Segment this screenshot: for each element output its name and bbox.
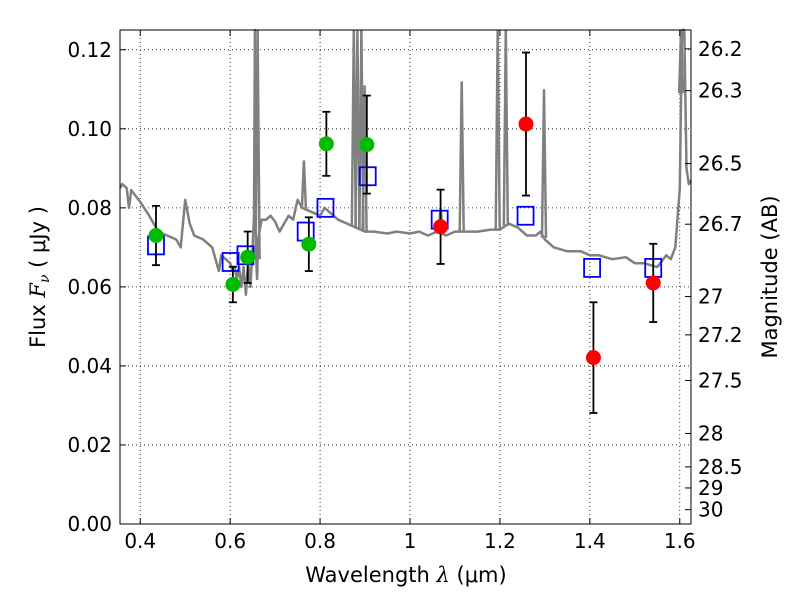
magnitude-tick-label: 27.2	[698, 323, 743, 347]
model-photometry-square	[583, 258, 601, 278]
green-observed-point	[225, 277, 241, 293]
model-photometry-square	[221, 252, 240, 272]
y-tick-label: 0.08	[67, 196, 112, 220]
green-observed-point	[359, 137, 375, 153]
y-tick-label: 0.06	[67, 275, 112, 299]
y-tick-label: 0.12	[67, 38, 112, 62]
x-tick-label: 0.8	[304, 529, 336, 553]
emission-line-spike	[300, 160, 308, 209]
green-observed-point	[148, 228, 164, 244]
red-observed-point	[585, 350, 601, 366]
magnitude-tick-label: 27	[698, 285, 723, 309]
emission-line-spike	[540, 89, 548, 238]
green-observed-point	[318, 136, 334, 152]
y-tick-label: 0.10	[67, 117, 112, 141]
green-observed-point	[240, 249, 256, 265]
emission-line-spike	[361, 85, 368, 232]
y-tick-label: 0.02	[67, 433, 112, 457]
emission-line-spike	[494, 29, 501, 230]
x-tick-label: 1.6	[664, 529, 696, 553]
grid-lines	[120, 30, 691, 525]
magnitude-tick-label: 26.3	[698, 79, 743, 103]
ticks-group: 0.4 0.6 0.8 1 1.2 1.4 1.6 0.00 0.02 0.04 0.06 0.08 0…	[67, 30, 743, 553]
magnitude-tick-label: 28	[698, 421, 723, 445]
magnitude-tick-label: 26.5	[698, 152, 743, 176]
magnitude-tick-label: 26.2	[698, 37, 743, 61]
magnitude-tick-label: 30	[698, 498, 723, 522]
x-tick-label: 1.2	[484, 529, 516, 553]
green-observed-point	[301, 236, 317, 252]
x-tick-label: 0.4	[124, 529, 156, 553]
model-photometry-square	[516, 205, 535, 226]
y-axis-label: Flux Fν ( μJy )	[26, 206, 53, 348]
red-observed-point	[433, 219, 449, 235]
emission-line-spike	[458, 81, 465, 232]
emission-line-spike	[502, 29, 510, 226]
model-photometry-square	[316, 197, 335, 218]
magnitude-tick-label: 29	[698, 476, 723, 500]
y-tick-label: 0.04	[67, 354, 112, 378]
x-tick-label: 1.4	[574, 529, 606, 553]
sed-curve-group	[118, 28, 693, 297]
plot-frame	[119, 29, 692, 525]
magnitude-tick-label: 28.5	[698, 455, 743, 479]
x-tick-label: 0.6	[214, 529, 246, 553]
magnitude-tick-label: 27.5	[698, 369, 743, 393]
x-tick-label: 1	[404, 529, 417, 553]
red-observed-point	[645, 275, 661, 291]
y-tick-label: 0.00	[67, 512, 112, 536]
magnitude-tick-label: 26.7	[698, 212, 743, 236]
sed-curve	[118, 28, 693, 297]
x-axis-label: Wavelength λ (μm)	[305, 563, 506, 587]
red-observed-point	[518, 116, 534, 132]
magnitude-axis-label: Magnitude (AB)	[758, 195, 782, 358]
data-markers-group	[147, 51, 663, 414]
emission-line-spike	[254, 29, 261, 260]
